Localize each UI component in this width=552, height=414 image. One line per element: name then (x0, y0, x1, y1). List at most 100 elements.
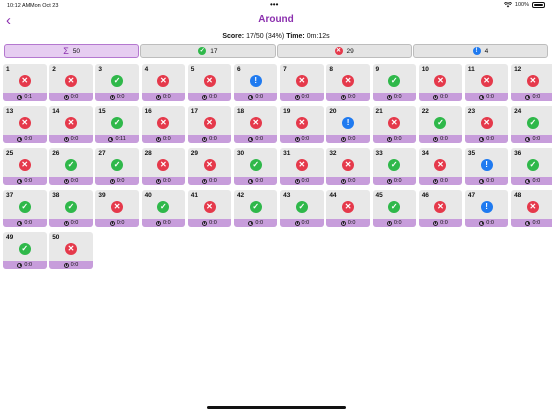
question-grid: 1 ✕ 0:1 2 ✕ 0:0 3 ✓ 0:0 4 ✕ 0:0 5 ✕ 0:0 6! 0:0 7 ✕ 0:0 8 ✕ 0:0… (3, 64, 552, 269)
question-cell[interactable]: 17 ✕ 0:0 (187, 106, 232, 143)
question-cell[interactable]: 45 ✓ 0:0 (372, 190, 416, 227)
question-cell[interactable]: 21 ✕ 0:0 (372, 106, 416, 143)
filter-all-tab[interactable]: Σ 50 (4, 44, 140, 58)
question-time: 0:0 (209, 220, 217, 226)
back-button[interactable]: ‹ (6, 12, 11, 29)
question-timer: 0:0 (372, 93, 416, 101)
question-timer: 0:0 (187, 177, 232, 185)
timer-icon (479, 178, 485, 184)
question-cell[interactable]: 31 ✕ 0:0 (280, 148, 324, 185)
question-cell[interactable]: 39 ✕ 0:0 (95, 190, 139, 227)
question-cell[interactable]: 20! 0:0 (326, 106, 370, 143)
question-cell[interactable]: 2 ✕ 0:0 (49, 64, 93, 101)
timer-icon (248, 220, 254, 226)
question-cell[interactable]: 8 ✕ 0:0 (326, 64, 370, 101)
question-cell[interactable]: 9 ✓ 0:0 (372, 64, 416, 101)
question-cell[interactable]: 7 ✕ 0:0 (280, 64, 324, 101)
question-cell[interactable]: 14 ✕ 0:0 (49, 106, 93, 143)
question-time: 0:0 (486, 220, 494, 226)
question-cell[interactable]: 38 ✓ 0:0 (49, 190, 93, 227)
filter-wrong-tab[interactable]: ✕ 29 (276, 44, 412, 58)
question-cell[interactable]: 48 ✕ 0:0 (511, 190, 552, 227)
question-time: 0:0 (347, 220, 356, 226)
question-cell[interactable]: 44 ✕ 0:0 (326, 190, 370, 227)
question-number: 41 (190, 192, 198, 199)
question-time: 0:0 (486, 136, 494, 142)
question-number: 16 (144, 108, 152, 115)
question-time: 0:0 (393, 178, 402, 184)
check-icon: ✓ (434, 117, 447, 129)
question-timer: 0:0 (49, 93, 93, 101)
question-cell[interactable]: 23 ✕ 0:0 (464, 106, 509, 143)
question-cell[interactable]: 37 ✓ 0:0 (3, 190, 47, 227)
question-cell[interactable]: 1 ✕ 0:1 (3, 64, 47, 101)
question-cell[interactable]: 33 ✓ 0:0 (372, 148, 416, 185)
home-indicator[interactable] (207, 406, 346, 409)
multitasking-dots[interactable]: ••• (270, 0, 279, 9)
question-cell[interactable]: 28 ✕ 0:0 (141, 148, 186, 185)
question-cell[interactable]: 35! 0:0 (464, 148, 509, 185)
cross-icon: ✕ (203, 201, 216, 213)
question-cell[interactable]: 12 ✕ 0:0 (511, 64, 552, 101)
question-number: 31 (283, 150, 291, 157)
question-number: 6 (236, 66, 241, 73)
question-time: 0:0 (70, 220, 79, 226)
question-cell[interactable]: 50 ✕ 0:0 (49, 232, 93, 269)
question-cell[interactable]: 5 ✕ 0:0 (187, 64, 232, 101)
question-time: 0:0 (209, 136, 217, 142)
question-cell[interactable]: 34 ✕ 0:0 (418, 148, 463, 185)
status-time: 10:12 AM (7, 3, 31, 9)
question-cell[interactable]: 30 ✓ 0:0 (233, 148, 278, 185)
question-cell[interactable]: 40 ✓ 0:0 (141, 190, 186, 227)
question-number: 26 (52, 150, 60, 157)
question-cell[interactable]: 19 ✕ 0:0 (280, 106, 324, 143)
cross-icon: ✕ (434, 75, 447, 87)
timer-icon (17, 94, 23, 100)
question-cell[interactable]: 41 ✕ 0:0 (187, 190, 232, 227)
timer-icon (340, 136, 346, 142)
question-cell[interactable]: 13 ✕ 0:0 (3, 106, 47, 143)
timer-icon (248, 136, 254, 142)
filter-skipped-tab[interactable]: ! 4 (412, 44, 548, 58)
question-cell[interactable]: 25 ✕ 0:0 (3, 148, 47, 185)
question-cell[interactable]: 47! 0:0 (464, 190, 509, 227)
check-icon: ✓ (157, 201, 170, 213)
question-cell[interactable]: 3 ✓ 0:0 (95, 64, 139, 101)
question-cell[interactable]: 4 ✕ 0:0 (141, 64, 186, 101)
cross-icon: ✕ (64, 243, 77, 255)
filter-wrong-count: 29 (346, 47, 354, 55)
question-cell[interactable]: 27 ✓ 0:0 (95, 148, 139, 185)
question-number: 36 (514, 150, 522, 157)
question-time: 0:0 (255, 136, 264, 142)
question-cell[interactable]: 15 ✓ 0:11 (95, 106, 139, 143)
question-cell[interactable]: 24 ✓ 0:0 (511, 106, 552, 143)
question-cell[interactable]: 10 ✕ 0:0 (418, 64, 463, 101)
question-cell[interactable]: 11 ✕ 0:0 (464, 64, 509, 101)
question-cell[interactable]: 36 ✓ 0:0 (511, 148, 552, 185)
exclamation-icon: ! (249, 75, 262, 87)
question-time: 0:0 (347, 178, 356, 184)
timer-icon (155, 94, 161, 100)
check-icon: ✓ (295, 201, 308, 213)
question-cell[interactable]: 22 ✓ 0:0 (418, 106, 463, 143)
question-number: 4 (144, 66, 149, 73)
timer-icon (294, 178, 300, 184)
question-cell[interactable]: 6! 0:0 (233, 64, 278, 101)
question-time: 0:0 (255, 94, 264, 100)
question-number: 20 (329, 108, 337, 115)
question-cell[interactable]: 32 ✕ 0:0 (326, 148, 370, 185)
question-timer: 0:0 (326, 177, 370, 185)
question-cell[interactable]: 26 ✓ 0:0 (49, 148, 93, 185)
question-timer: 0:0 (187, 93, 232, 101)
question-cell[interactable]: 16 ✕ 0:0 (141, 106, 186, 143)
question-cell[interactable]: 49 ✓ 0:0 (3, 232, 47, 269)
question-cell[interactable]: 42 ✓ 0:0 (233, 190, 278, 227)
question-cell[interactable]: 29 ✕ 0:0 (187, 148, 232, 185)
check-icon: ✓ (526, 117, 539, 129)
question-cell[interactable]: 43 ✓ 0:0 (280, 190, 324, 227)
question-cell[interactable]: 46 ✕ 0:0 (418, 190, 463, 227)
filter-correct-tab[interactable]: ✓ 17 (140, 44, 276, 58)
question-number: 10 (421, 66, 429, 73)
cross-icon: ✕ (18, 159, 31, 171)
question-cell[interactable]: 18 ✕ 0:0 (233, 106, 278, 143)
